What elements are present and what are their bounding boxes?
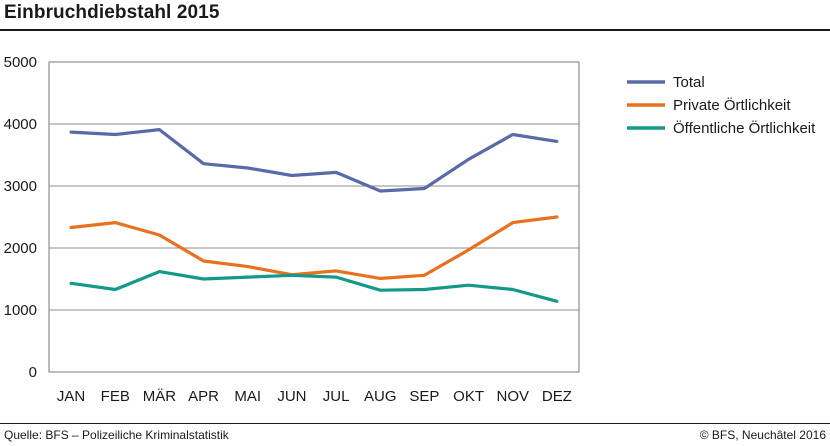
x-tick-label: JAN — [57, 388, 85, 405]
chart-title: Einbruchdiebstahl 2015 — [4, 2, 220, 23]
y-tick-label: 4000 — [4, 116, 37, 133]
plot-frame — [48, 61, 580, 373]
legend-item: Total — [627, 74, 705, 91]
legend-item: Private Örtlichkeit — [627, 96, 791, 114]
x-tick-label: OKT — [453, 388, 484, 405]
x-tick-label: NOV — [496, 388, 529, 405]
x-tick-label: SEP — [409, 388, 439, 405]
y-axis-ticks: 0 1000 2000 3000 4000 5000 — [4, 54, 37, 381]
y-tick-label: 1000 — [4, 302, 37, 319]
copyright-note: © BFS, Neuchâtel 2016 — [699, 428, 826, 442]
legend: Total Private Örtlichkeit Öffentliche Örtl… — [627, 74, 816, 137]
footer-rule — [0, 423, 830, 424]
legend-label: Öffentliche Örtlichkeit — [673, 119, 816, 137]
x-tick-label: JUL — [323, 388, 350, 405]
legend-label: Private Örtlichkeit — [673, 96, 791, 114]
y-tick-label: 5000 — [4, 54, 37, 71]
x-tick-label: AUG — [364, 388, 397, 405]
x-axis-ticks: JAN FEB MÄR APR MAI JUN JUL AUG SEP OKT NOV DEZ — [57, 388, 572, 405]
grid-lines — [49, 61, 579, 373]
x-tick-label: FEB — [101, 388, 130, 405]
y-tick-label: 3000 — [4, 178, 37, 195]
series-lines — [69, 128, 559, 303]
series-line-0 — [69, 128, 559, 193]
x-tick-label: DEZ — [542, 388, 572, 405]
title-rule — [0, 29, 830, 31]
series-line-1 — [69, 215, 559, 280]
series-line-2 — [69, 270, 559, 303]
x-tick-label: MAI — [234, 388, 261, 405]
y-tick-label: 2000 — [4, 240, 37, 257]
legend-label: Total — [673, 74, 705, 91]
source-note: Quelle: BFS – Polizeiliche Kriminalstati… — [4, 428, 229, 442]
y-tick-label: 0 — [29, 364, 37, 381]
legend-item: Öffentliche Örtlichkeit — [627, 119, 816, 137]
x-tick-label: APR — [188, 388, 219, 405]
x-tick-label: JUN — [277, 388, 306, 405]
x-tick-label: MÄR — [143, 388, 177, 405]
